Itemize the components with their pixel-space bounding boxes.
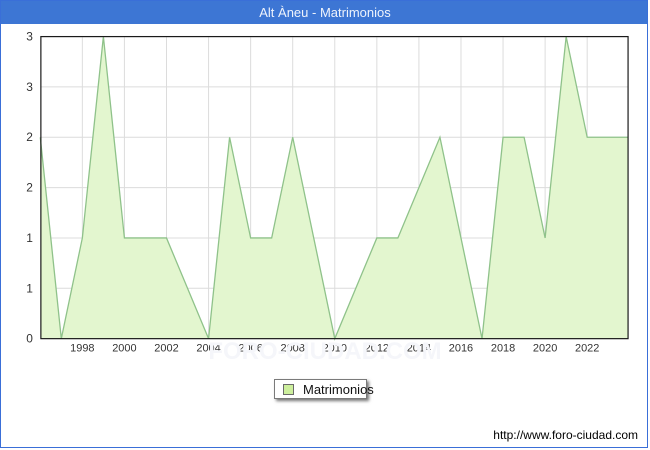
svg-text:1: 1 xyxy=(26,281,33,295)
svg-text:2: 2 xyxy=(26,181,33,195)
svg-text:3: 3 xyxy=(26,80,33,94)
svg-text:1: 1 xyxy=(26,231,33,245)
svg-text:2: 2 xyxy=(26,130,33,144)
svg-text:3: 3 xyxy=(26,30,33,44)
